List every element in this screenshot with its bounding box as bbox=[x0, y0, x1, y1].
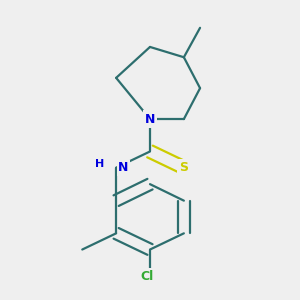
Text: Cl: Cl bbox=[140, 270, 154, 283]
Text: N: N bbox=[145, 112, 155, 126]
Text: S: S bbox=[179, 161, 188, 174]
Text: N: N bbox=[118, 161, 129, 174]
Text: H: H bbox=[95, 159, 105, 169]
